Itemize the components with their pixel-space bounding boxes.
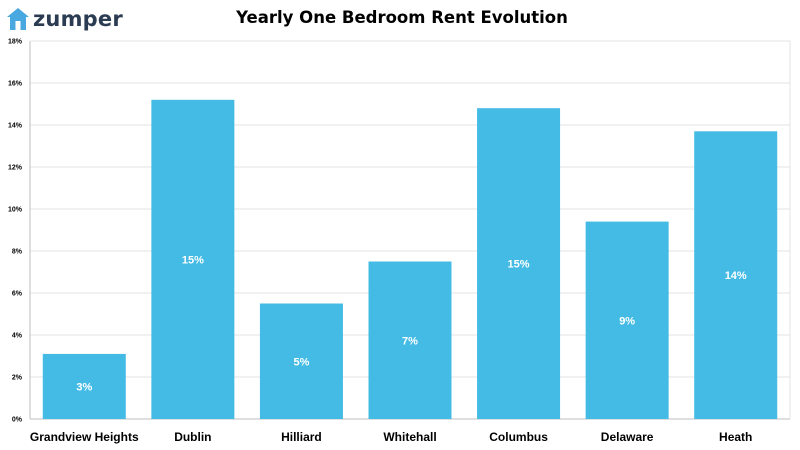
house-icon xyxy=(7,8,29,30)
x-tick-label: Heath xyxy=(719,430,752,444)
bar xyxy=(42,353,126,419)
bar xyxy=(259,303,343,419)
x-tick-label: Grandview Heights xyxy=(30,430,139,444)
x-tick-label: Whitehall xyxy=(383,430,436,444)
bar xyxy=(585,221,669,419)
y-tick-label: 8% xyxy=(12,249,23,256)
data-label: 5% xyxy=(293,356,309,368)
bar xyxy=(477,108,561,419)
x-tick-label: Dublin xyxy=(174,430,211,444)
y-tick-label: 6% xyxy=(12,291,23,298)
x-tick-label: Hilliard xyxy=(281,430,322,444)
data-label: 14% xyxy=(725,270,747,282)
bar xyxy=(368,261,452,419)
data-label: 15% xyxy=(508,259,530,271)
logo-text: zumper xyxy=(33,7,123,31)
x-tick-label: Columbus xyxy=(489,430,548,444)
zumper-logo: zumper xyxy=(6,4,123,34)
y-tick-label: 12% xyxy=(8,165,23,172)
data-label: 7% xyxy=(402,335,418,347)
chart-title: Yearly One Bedroom Rent Evolution xyxy=(236,8,568,27)
y-tick-label: 16% xyxy=(8,81,23,88)
y-tick-label: 0% xyxy=(12,417,23,424)
y-tick-label: 18% xyxy=(8,39,23,46)
data-label: 9% xyxy=(619,315,635,327)
y-tick-label: 2% xyxy=(12,375,23,382)
bar xyxy=(694,131,778,420)
data-label: 15% xyxy=(182,254,204,266)
bar xyxy=(151,99,235,420)
y-tick-label: 14% xyxy=(8,123,23,130)
y-tick-label: 10% xyxy=(8,207,23,214)
data-label: 3% xyxy=(76,381,92,393)
y-tick-label: 4% xyxy=(12,333,23,340)
x-tick-label: Delaware xyxy=(601,430,654,444)
